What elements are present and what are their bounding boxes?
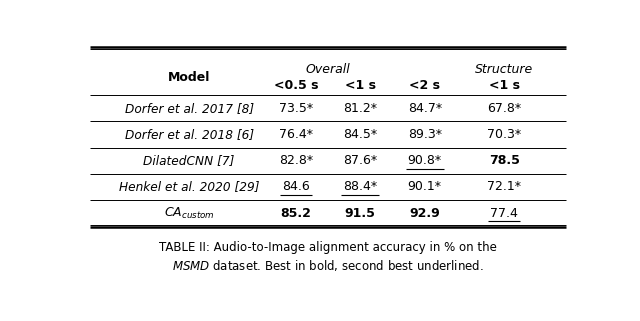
Text: 91.5: 91.5	[345, 206, 376, 220]
Text: 76.4*: 76.4*	[279, 128, 313, 141]
Text: DilatedCNN [7]: DilatedCNN [7]	[143, 154, 235, 167]
Text: 85.2: 85.2	[280, 206, 311, 220]
Text: <1 s: <1 s	[488, 79, 520, 92]
Text: 70.3*: 70.3*	[487, 128, 521, 141]
Text: $\mathit{CA}_{\mathit{custom}}$: $\mathit{CA}_{\mathit{custom}}$	[164, 205, 214, 221]
Text: 90.8*: 90.8*	[408, 154, 442, 167]
Text: Model: Model	[168, 71, 211, 84]
Text: 88.4*: 88.4*	[343, 180, 378, 193]
Text: $\mathit{MSMD}$ dataset. Best in bold, second best underlined.: $\mathit{MSMD}$ dataset. Best in bold, s…	[172, 258, 484, 273]
Text: 67.8*: 67.8*	[487, 102, 521, 115]
Text: TABLE II: Audio-to-Image alignment accuracy in % on the: TABLE II: Audio-to-Image alignment accur…	[159, 241, 497, 254]
Text: 87.6*: 87.6*	[343, 154, 378, 167]
Text: 81.2*: 81.2*	[343, 102, 377, 115]
Text: 92.9: 92.9	[410, 206, 440, 220]
Text: 82.8*: 82.8*	[278, 154, 313, 167]
Text: 84.5*: 84.5*	[343, 128, 378, 141]
Text: Dorfer et al. 2017 [8]: Dorfer et al. 2017 [8]	[125, 102, 253, 115]
Text: Dorfer et al. 2018 [6]: Dorfer et al. 2018 [6]	[125, 128, 253, 141]
Text: 89.3*: 89.3*	[408, 128, 442, 141]
Text: 90.1*: 90.1*	[408, 180, 442, 193]
Text: Structure: Structure	[475, 63, 533, 76]
Text: 84.6: 84.6	[282, 180, 310, 193]
Text: 77.4: 77.4	[490, 206, 518, 220]
Text: Henkel et al. 2020 [29]: Henkel et al. 2020 [29]	[119, 180, 259, 193]
Text: <0.5 s: <0.5 s	[273, 79, 318, 92]
Text: 73.5*: 73.5*	[278, 102, 313, 115]
Text: 78.5: 78.5	[489, 154, 520, 167]
Text: <1 s: <1 s	[345, 79, 376, 92]
Text: 72.1*: 72.1*	[487, 180, 521, 193]
Text: <2 s: <2 s	[409, 79, 440, 92]
Text: 84.7*: 84.7*	[408, 102, 442, 115]
Text: Overall: Overall	[306, 63, 350, 76]
